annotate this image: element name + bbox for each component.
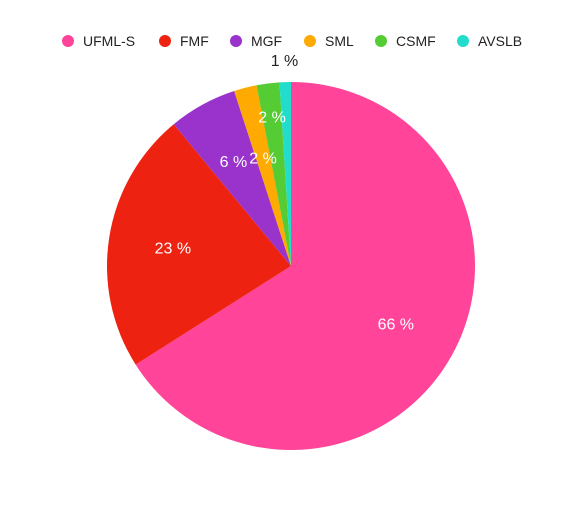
legend-label: UFML-S — [83, 33, 135, 49]
legend-label: CSMF — [396, 33, 436, 49]
legend-item-avslb[interactable]: AVSLB — [457, 33, 522, 49]
legend-swatch — [457, 35, 469, 47]
slice-value-label: 1 % — [271, 53, 299, 70]
pie-slice-avslb[interactable] — [279, 82, 291, 266]
legend-swatch — [375, 35, 387, 47]
pie-slice-sml[interactable] — [234, 85, 291, 266]
slice-value-label: 66 % — [378, 317, 414, 334]
legend-item-ufml-s[interactable]: UFML-S — [62, 33, 135, 49]
slice-value-label: 2 % — [258, 109, 286, 126]
legend-swatch — [62, 35, 74, 47]
pie-slice-csmf[interactable] — [256, 82, 291, 266]
legend-item-fmf[interactable]: FMF — [159, 33, 209, 49]
slice-value-label: 23 % — [155, 240, 191, 257]
legend-swatch — [304, 35, 316, 47]
slice-labels: 66 %23 %6 % 2 %2 %1 % — [155, 53, 414, 334]
legend-item-mgf[interactable]: MGF — [230, 33, 282, 49]
pie-slice-mgf[interactable] — [173, 91, 291, 266]
legend-label: SML — [325, 33, 354, 49]
slice-value-label: 6 % — [220, 154, 248, 171]
legend-label: MGF — [251, 33, 282, 49]
pie-slices — [106, 82, 475, 451]
legend-swatch — [159, 35, 171, 47]
slice-value-label: 2 % — [249, 150, 277, 167]
chart-legend: UFML-S FMF MGF SML CSMF AVSLB — [62, 33, 522, 49]
pie-slice-ufml-s[interactable] — [135, 82, 475, 451]
legend-item-csmf[interactable]: CSMF — [375, 33, 436, 49]
legend-label: AVSLB — [478, 33, 522, 49]
pie-slice-fmf[interactable] — [106, 124, 291, 365]
legend-item-sml[interactable]: SML — [304, 33, 354, 49]
legend-swatch — [230, 35, 242, 47]
legend-label: FMF — [180, 33, 209, 49]
